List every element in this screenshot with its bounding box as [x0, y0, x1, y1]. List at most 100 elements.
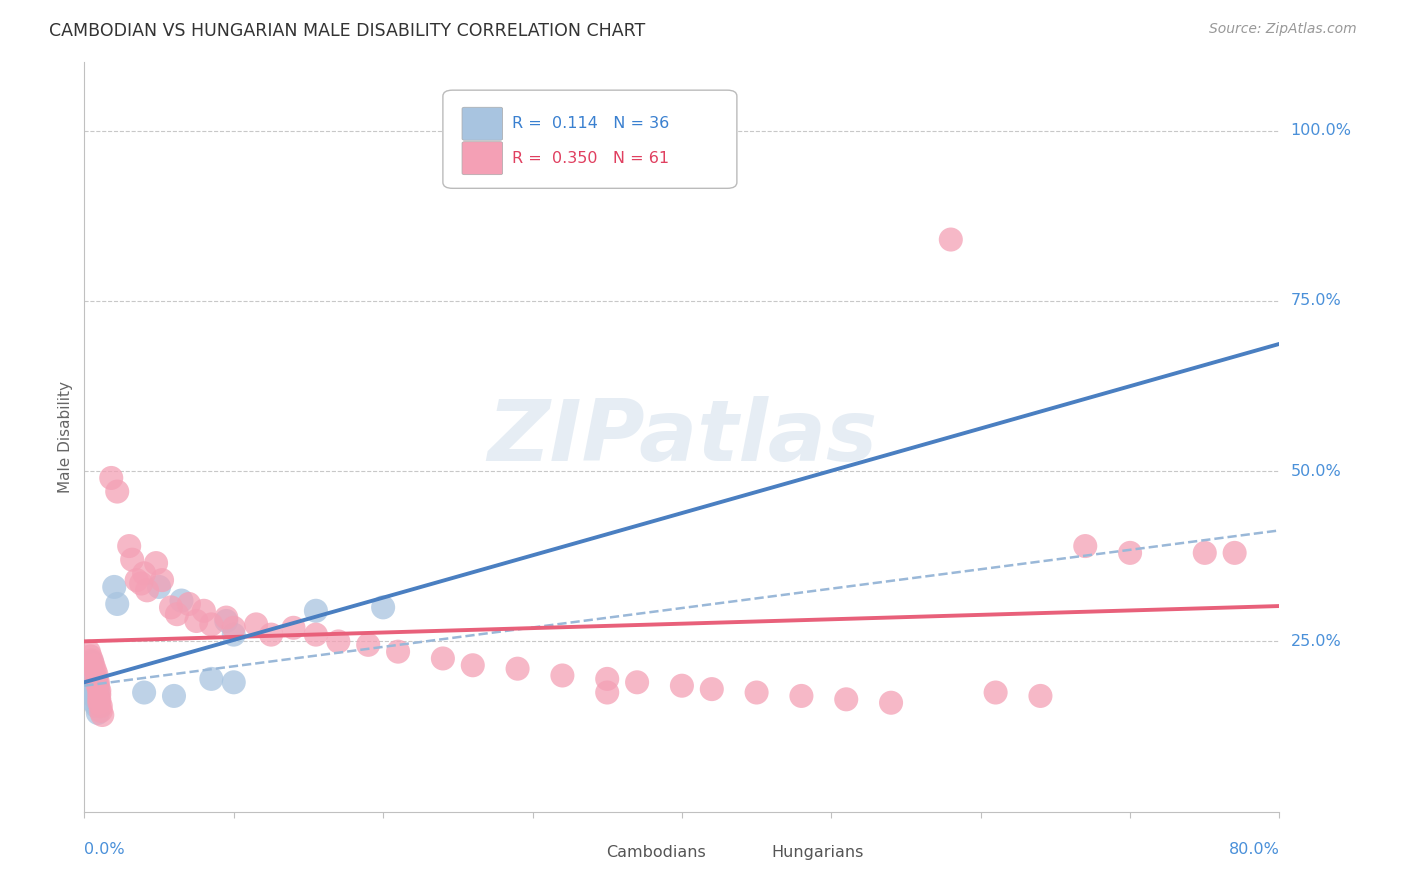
Point	[79, 649, 101, 664]
Text: 80.0%: 80.0%	[1229, 842, 1279, 857]
Point	[939, 233, 962, 247]
Text: R =  0.114   N = 36: R = 0.114 N = 36	[512, 116, 669, 131]
FancyBboxPatch shape	[734, 846, 766, 870]
Point	[193, 604, 215, 618]
Point	[87, 689, 110, 703]
Point	[1194, 546, 1216, 560]
Point	[83, 672, 105, 686]
Point	[87, 679, 110, 693]
Text: ZIPatlas: ZIPatlas	[486, 395, 877, 479]
Point	[357, 638, 380, 652]
Point	[132, 566, 156, 581]
Point	[1029, 689, 1052, 703]
Point	[125, 573, 148, 587]
Point	[260, 627, 283, 641]
FancyBboxPatch shape	[463, 107, 503, 140]
Point	[150, 573, 173, 587]
Point	[222, 621, 245, 635]
Y-axis label: Male Disability: Male Disability	[58, 381, 73, 493]
Point	[79, 668, 101, 682]
Point	[132, 685, 156, 699]
Point	[118, 539, 141, 553]
Point	[984, 685, 1007, 699]
Text: CAMBODIAN VS HUNGARIAN MALE DISABILITY CORRELATION CHART: CAMBODIAN VS HUNGARIAN MALE DISABILITY C…	[49, 22, 645, 40]
Point	[86, 672, 108, 686]
Point	[305, 604, 328, 618]
Point	[100, 471, 122, 485]
Point	[373, 600, 395, 615]
Point	[136, 583, 159, 598]
Point	[163, 689, 186, 703]
Point	[129, 576, 152, 591]
Point	[87, 706, 110, 720]
Point	[160, 600, 183, 615]
Point	[90, 699, 112, 714]
Point	[222, 627, 245, 641]
Point	[432, 651, 454, 665]
Point	[186, 614, 208, 628]
FancyBboxPatch shape	[443, 90, 737, 188]
Point	[170, 593, 193, 607]
Point	[89, 683, 111, 698]
Point	[83, 696, 105, 710]
Point	[83, 689, 105, 703]
FancyBboxPatch shape	[569, 846, 602, 870]
Point	[177, 597, 200, 611]
Point	[86, 685, 108, 699]
Point	[551, 668, 574, 682]
Point	[80, 653, 103, 667]
Point	[148, 580, 170, 594]
Point	[245, 617, 267, 632]
Point	[91, 708, 114, 723]
Point	[790, 689, 813, 703]
FancyBboxPatch shape	[463, 142, 503, 175]
Point	[880, 696, 903, 710]
Point	[86, 699, 108, 714]
Point	[596, 685, 619, 699]
Point	[700, 682, 723, 697]
Point	[86, 679, 108, 693]
Point	[80, 672, 103, 686]
Text: 25.0%: 25.0%	[1291, 634, 1341, 648]
Text: 100.0%: 100.0%	[1291, 123, 1351, 138]
Text: Hungarians: Hungarians	[772, 846, 863, 861]
Point	[461, 658, 484, 673]
Point	[82, 675, 104, 690]
Point	[121, 552, 143, 566]
Point	[596, 672, 619, 686]
Point	[89, 696, 111, 710]
Point	[83, 682, 105, 697]
Point	[387, 645, 409, 659]
Point	[328, 634, 350, 648]
Point	[79, 658, 101, 673]
Point	[90, 704, 112, 718]
Point	[82, 685, 104, 699]
Point	[89, 688, 111, 702]
Point	[89, 692, 111, 706]
Point	[86, 667, 108, 681]
Text: 50.0%: 50.0%	[1291, 464, 1341, 479]
Point	[86, 692, 108, 706]
Point	[835, 692, 858, 706]
Text: R =  0.350   N = 61: R = 0.350 N = 61	[512, 151, 669, 166]
Point	[283, 621, 305, 635]
Point	[83, 663, 105, 677]
Text: Source: ZipAtlas.com: Source: ZipAtlas.com	[1209, 22, 1357, 37]
Point	[87, 682, 110, 697]
Point	[305, 627, 328, 641]
Point	[200, 617, 222, 632]
Text: 0.0%: 0.0%	[84, 842, 125, 857]
Point	[1074, 539, 1097, 553]
Point	[80, 655, 103, 669]
Text: Cambodians: Cambodians	[606, 846, 706, 861]
Point	[215, 614, 238, 628]
Point	[82, 668, 104, 682]
Point	[80, 665, 103, 679]
Text: 75.0%: 75.0%	[1291, 293, 1341, 309]
Point	[215, 610, 238, 624]
Point	[77, 662, 100, 676]
Point	[166, 607, 188, 622]
Point	[1119, 546, 1142, 560]
Point	[77, 672, 100, 686]
Point	[105, 484, 128, 499]
